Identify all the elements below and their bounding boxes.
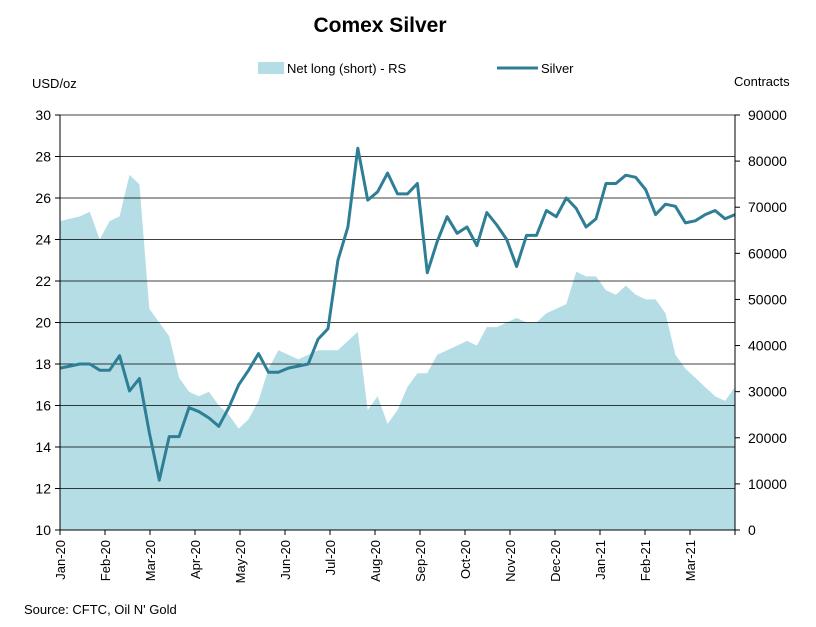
y-tick-label-left: 30 bbox=[35, 107, 51, 123]
y-tick-label-right: 30000 bbox=[748, 384, 787, 400]
y-tick-label-left: 24 bbox=[35, 232, 51, 248]
y-tick-label-left: 16 bbox=[35, 398, 51, 414]
y-tick-label-left: 22 bbox=[35, 273, 51, 289]
legend-swatch-area bbox=[258, 62, 284, 74]
legend: Net long (short) - RS Silver bbox=[258, 61, 574, 76]
y-tick-label-right: 20000 bbox=[748, 430, 787, 446]
x-tick-label: Feb-21 bbox=[638, 540, 653, 581]
y-tick-label-left: 12 bbox=[35, 481, 51, 497]
series-line-silver bbox=[59, 146, 736, 482]
y-tick-label-left: 18 bbox=[35, 356, 51, 372]
x-tick-label: Jan-20 bbox=[53, 540, 68, 580]
x-tick-label: Jul-20 bbox=[323, 540, 338, 575]
x-tick-label: Aug-20 bbox=[368, 540, 383, 582]
x-tick-label: Jun-20 bbox=[278, 540, 293, 580]
x-tick-label: Mar-21 bbox=[683, 540, 698, 581]
axis-layer: 10 12 14 16 18 20 22 24 26 28 30 0 10000 20000 30000 40… bbox=[35, 107, 787, 583]
y-tick-label-right: 60000 bbox=[748, 245, 787, 261]
x-tick-label: May-20 bbox=[233, 540, 248, 583]
x-tick-label: Apr-20 bbox=[188, 540, 203, 579]
y-tick-label-right: 10000 bbox=[748, 476, 787, 492]
y-tick-label-left: 26 bbox=[35, 190, 51, 206]
x-tick-label: Feb-20 bbox=[98, 540, 113, 581]
chart-title: Comex Silver bbox=[313, 14, 446, 37]
source-note: Source: CFTC, Oil N' Gold bbox=[24, 602, 177, 617]
y-tick-label-right: 80000 bbox=[748, 153, 787, 169]
line-layer bbox=[59, 146, 736, 482]
y-tick-label-left: 20 bbox=[35, 315, 51, 331]
x-tick-label: Dec-20 bbox=[548, 540, 563, 582]
series-area-net-long bbox=[60, 174, 735, 530]
y-tick-label-right: 70000 bbox=[748, 199, 787, 215]
y-axis-label-left: USD/oz bbox=[32, 76, 77, 91]
y-tick-label-right: 90000 bbox=[748, 107, 787, 123]
y-tick-label-left: 14 bbox=[35, 439, 51, 455]
y-tick-label-left: 10 bbox=[35, 522, 51, 538]
y-tick-label-right: 0 bbox=[748, 522, 756, 538]
x-tick-label: Oct-20 bbox=[458, 540, 473, 579]
x-tick-label: Nov-20 bbox=[503, 540, 518, 582]
y-tick-label-right: 50000 bbox=[748, 291, 787, 307]
y-tick-label-left: 28 bbox=[35, 149, 51, 165]
y-axis-label-right: Contracts bbox=[734, 74, 790, 89]
x-tick-label: Jan-21 bbox=[593, 540, 608, 580]
grid-layer bbox=[60, 114, 735, 489]
legend-label-line: Silver bbox=[541, 61, 574, 76]
area-layer bbox=[60, 174, 735, 530]
x-tick-label: Sep-20 bbox=[413, 540, 428, 582]
x-tick-label: Mar-20 bbox=[143, 540, 158, 581]
y-tick-label-right: 40000 bbox=[748, 338, 787, 354]
legend-label-area: Net long (short) - RS bbox=[287, 61, 407, 76]
